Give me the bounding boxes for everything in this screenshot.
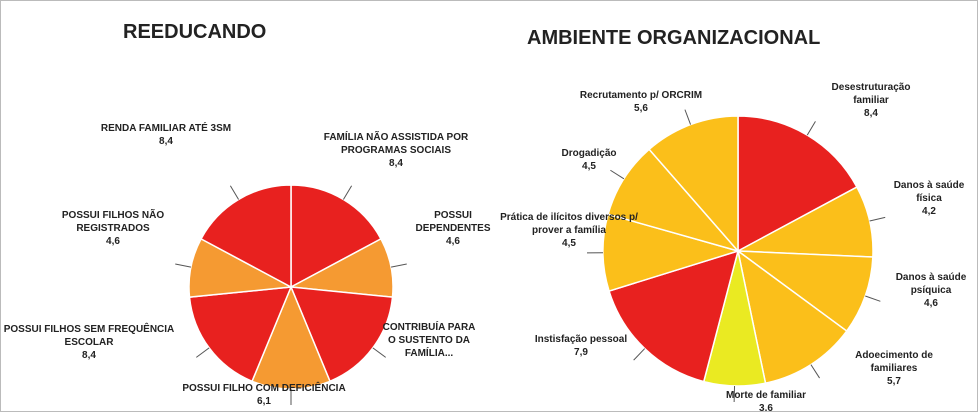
category-label: Morte de familiar [725, 390, 807, 401]
leader-line [633, 348, 646, 361]
pie-slice [602, 213, 741, 293]
category-label: Danos à saúde física [893, 180, 965, 204]
leader-line [372, 347, 386, 358]
value-label: 5,7 [887, 376, 901, 387]
category-label: RENDA FAMILIAR ATÉ 3SM [100, 123, 232, 134]
leader-line [390, 263, 407, 268]
value-label: 4,6 [446, 236, 460, 247]
leader-line [806, 121, 816, 136]
slice-label: CONTRIBUÍA PARA O SUSTENTO DA FAMÍLIA... [379, 321, 479, 360]
pie-slice [648, 115, 739, 253]
pie-slice [608, 249, 740, 383]
leader-line [684, 109, 692, 125]
pie-slice [736, 249, 848, 385]
slice-label: POSSUI FILHO COM DEFICIÊNCIA 6,1 [174, 382, 354, 408]
leader-line [610, 169, 625, 180]
leader-line [342, 185, 353, 200]
category-label: CONTRIBUÍA PARA O SUSTENTO DA FAMÍLIA... [382, 322, 476, 359]
slice-label: RENDA FAMILIAR ATÉ 3SM 8,4 [86, 122, 246, 148]
value-label: 8,4 [864, 108, 878, 119]
category-label: POSSUI DEPENDENTES [415, 210, 491, 234]
category-label: Instisfação pessoal [534, 334, 628, 345]
category-label: FAMÍLIA NÃO ASSISTIDA POR PROGRAMAS SOCI… [323, 132, 469, 156]
leader-line [869, 216, 886, 222]
pie-slice [607, 148, 741, 253]
slice-label: POSSUI FILHOS NÃO REGISTRADOS 4,6 [43, 209, 183, 248]
leader-line [810, 364, 820, 379]
category-label: POSSUI FILHO COM DEFICIÊNCIA [182, 383, 346, 394]
slice-label: Recrutamento p/ ORCRIM 5,6 [576, 89, 706, 115]
chart-title: REEDUCANDO [123, 21, 267, 43]
value-label: 7,9 [574, 347, 588, 358]
value-label: 4,5 [562, 238, 576, 249]
slice-label: POSSUI DEPENDENTES 4,6 [413, 209, 493, 248]
slice-label: Adoecimento de familiares 5,7 [844, 349, 944, 388]
slice-label: FAMÍLIA NÃO ASSISTIDA POR PROGRAMAS SOCI… [311, 131, 481, 170]
value-label: 8,4 [82, 350, 96, 361]
value-label: 8,4 [389, 158, 403, 169]
slice-label: Danos à saúde física 4,2 [889, 179, 969, 218]
slice-label: Desestruturação familiar 8,4 [816, 81, 926, 120]
leader-line [229, 185, 240, 200]
value-label: 5,6 [634, 103, 648, 114]
category-label: POSSUI FILHOS NÃO REGISTRADOS [61, 210, 165, 234]
leader-line [175, 263, 192, 268]
category-label: Adoecimento de familiares [855, 350, 933, 374]
slice-label: Danos à saúde psíquica 4,6 [891, 271, 971, 310]
slice-label: Morte de familiar 3.6 [706, 389, 826, 412]
category-label: POSSUI FILHOS SEM FREQUÊNCIA ESCOLAR [3, 324, 175, 348]
slice-label: Instisfação pessoal 7,9 [521, 333, 641, 359]
pie-slice [251, 285, 331, 390]
value-label: 4,5 [582, 161, 596, 172]
category-label: Desestruturação familiar [831, 82, 911, 106]
value-label: 8,4 [159, 136, 173, 147]
slice-label: Prática de ilícitos diversos p/ prover a… [499, 211, 639, 250]
value-label: 4,6 [106, 236, 120, 247]
category-label: Danos à saúde psíquica [895, 272, 967, 296]
category-label: Recrutamento p/ ORCRIM [579, 90, 703, 101]
slice-label: Drogadição 4,5 [549, 147, 629, 173]
chart-title: AMBIENTE ORGANIZACIONAL [527, 27, 821, 49]
slice-label: POSSUI FILHOS SEM FREQUÊNCIA ESCOLAR 8,4 [1, 323, 179, 362]
value-label: 4,6 [924, 298, 938, 309]
value-label: 6,1 [257, 396, 271, 407]
value-label: 4,2 [922, 206, 936, 217]
category-label: Prática de ilícitos diversos p/ prover a… [500, 212, 638, 236]
leader-line [196, 347, 210, 358]
leader-line [865, 295, 881, 302]
pie-slice [735, 250, 874, 333]
value-label: 3.6 [759, 403, 773, 412]
pie-slice [737, 115, 858, 253]
category-label: Drogadição [561, 148, 617, 159]
